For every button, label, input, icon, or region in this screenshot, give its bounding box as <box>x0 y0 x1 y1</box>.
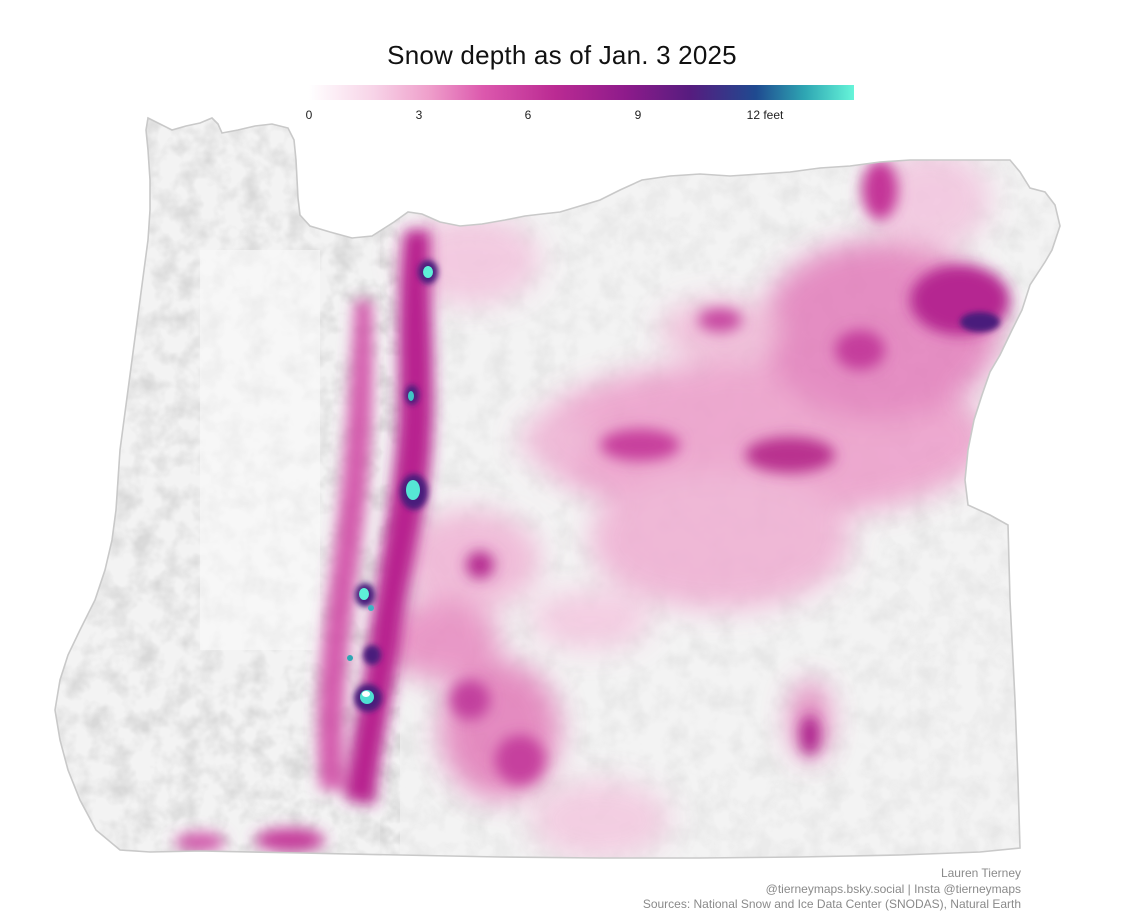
legend-tick: 12 feet <box>746 108 784 122</box>
map-credits: Lauren Tierney @tierneymaps.bsky.social … <box>643 866 1021 913</box>
social-credit: @tierneymaps.bsky.social | Insta @tierne… <box>765 881 1021 896</box>
sources-credit: Sources: National Snow and Ice Data Cent… <box>642 897 1021 911</box>
oregon-state-outline <box>54 116 1061 859</box>
legend-tick: 0 <box>305 108 313 122</box>
map-title: Snow depth as of Jan. 3 2025 <box>387 40 737 70</box>
legend-tick: 3 <box>415 108 423 122</box>
color-legend: 0 3 6 9 12 feet <box>305 85 854 125</box>
legend-color-ramp <box>309 85 854 100</box>
legend-tick: 9 <box>634 108 642 122</box>
legend-tick: 6 <box>524 108 532 122</box>
author-credit: Lauren Tierney <box>940 866 1021 880</box>
